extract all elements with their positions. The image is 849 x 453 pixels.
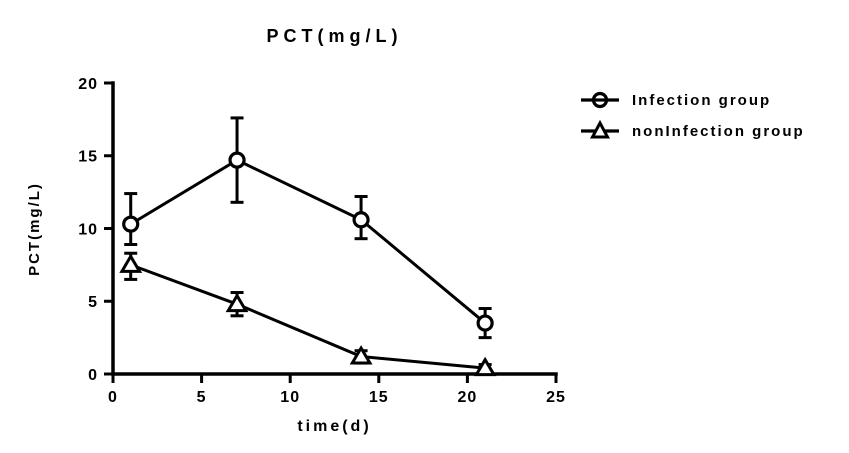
legend-item-noninfection-group: nonInfection group <box>580 119 805 143</box>
x-tick-label: 5 <box>197 389 207 406</box>
y-tick-label: 20 <box>78 76 98 93</box>
series-line <box>129 158 487 325</box>
x-tick-label: 15 <box>369 389 389 406</box>
x-tick-label: 10 <box>280 389 300 406</box>
y-tick-label: 10 <box>78 221 98 238</box>
circle-legend-marker-icon <box>581 91 619 109</box>
y-axis-title: PCT(mg/L) <box>26 182 43 276</box>
x-axis-title: time(d) <box>297 418 372 435</box>
circle-marker <box>476 314 494 332</box>
triangle-marker <box>119 253 143 273</box>
y-tick-label: 5 <box>88 294 98 311</box>
legend-item-infection-group: Infection group <box>580 88 805 112</box>
legend: Infection group nonInfection group <box>580 88 805 143</box>
triangle-marker <box>225 292 249 313</box>
y-tick-label: 0 <box>88 367 98 384</box>
legend-label: nonInfection group <box>632 122 805 140</box>
circle-marker <box>122 215 140 233</box>
triangle-marker <box>473 356 497 377</box>
triangle-marker <box>349 345 373 365</box>
plot-title: PCT(mg/L) <box>266 26 403 46</box>
x-tick-label: 0 <box>108 389 118 406</box>
circle-marker <box>228 151 246 169</box>
legend-label: Infection group <box>632 91 772 109</box>
y-tick-label: 15 <box>78 149 98 166</box>
circle-marker <box>352 211 370 229</box>
x-tick-label: 25 <box>546 389 566 406</box>
series-line <box>130 263 486 370</box>
x-tick-label: 20 <box>458 389 478 406</box>
triangle-legend-marker-icon <box>581 120 619 139</box>
